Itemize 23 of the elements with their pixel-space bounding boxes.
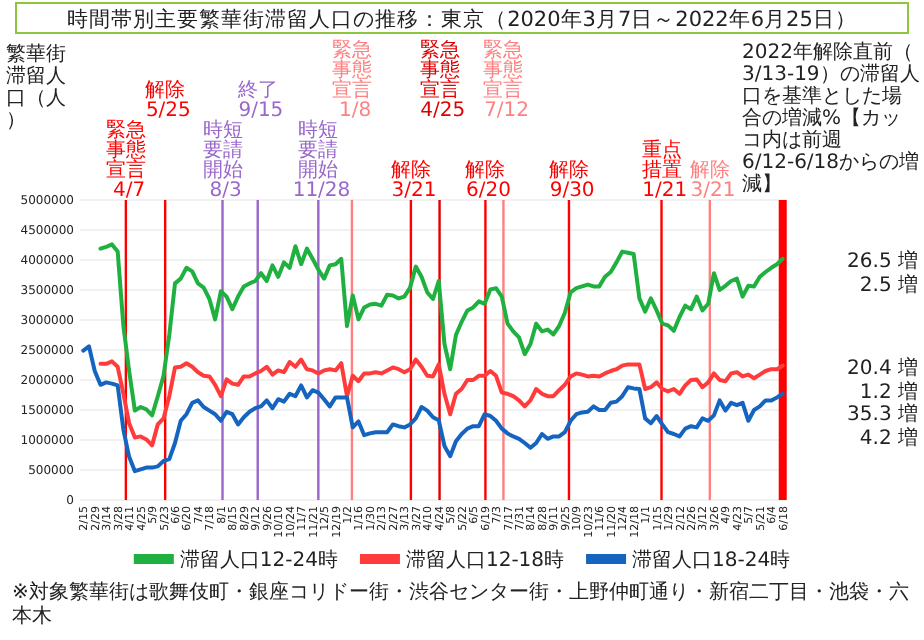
legend-label: 滞留人口18-24時 — [632, 548, 791, 572]
ref-line-label: 緊急事態宣言 1/8 — [331, 38, 372, 122]
legend-item: 滞留人口18-24時 — [586, 550, 791, 572]
ref-line-label: 終了 9/15 — [232, 78, 284, 122]
ref-line-label: 時短要請開始 8/3 — [202, 118, 243, 202]
text: ※対象繁華街は歌舞伎町・銀座コリドー街・渋谷センター街・上野仲町通り・新宿二丁目・池袋・六本木 — [12, 580, 909, 628]
legend-item: 滞留人口12-24時 — [133, 550, 338, 572]
ref-line-label: 重点措置 1/21 — [635, 138, 688, 202]
ref-line-label: 解除 5/25 — [139, 78, 191, 122]
text: 2022年解除直前（3/13-19）の滞留人口を基準とした場合の増減%【カッコ内は前週6/12-6/18からの増減】 — [742, 40, 920, 196]
ref-line-label: 解除 3/21 — [684, 158, 736, 202]
ref-line-label: 解除 6/20 — [459, 158, 512, 202]
y-axis-title: 繁華街滞留人口（人） — [6, 42, 66, 132]
ref-line-label: 緊急事態宣言 4/7 — [105, 118, 146, 202]
ref-line-label: 解除 9/30 — [543, 158, 595, 202]
legend-label: 滞留人口12-18時 — [405, 548, 565, 572]
chart-title: 時間帯別主要繁華街滞留人口の推移：東京（2020年3月7日～2022年6月25日） — [67, 6, 857, 32]
legend-label: 滞留人口12-24時 — [179, 548, 338, 572]
legend-item: 滞留人口12-18時 — [359, 550, 565, 572]
ref-line-label: 時短要請開始 11/28 — [286, 118, 351, 202]
ref-line-label: 解除 3/21 — [385, 158, 437, 202]
ref-line-label: 緊急事態宣言 7/12 — [477, 38, 530, 122]
ref-line-label: 緊急事態宣言 4/25 — [413, 38, 466, 122]
